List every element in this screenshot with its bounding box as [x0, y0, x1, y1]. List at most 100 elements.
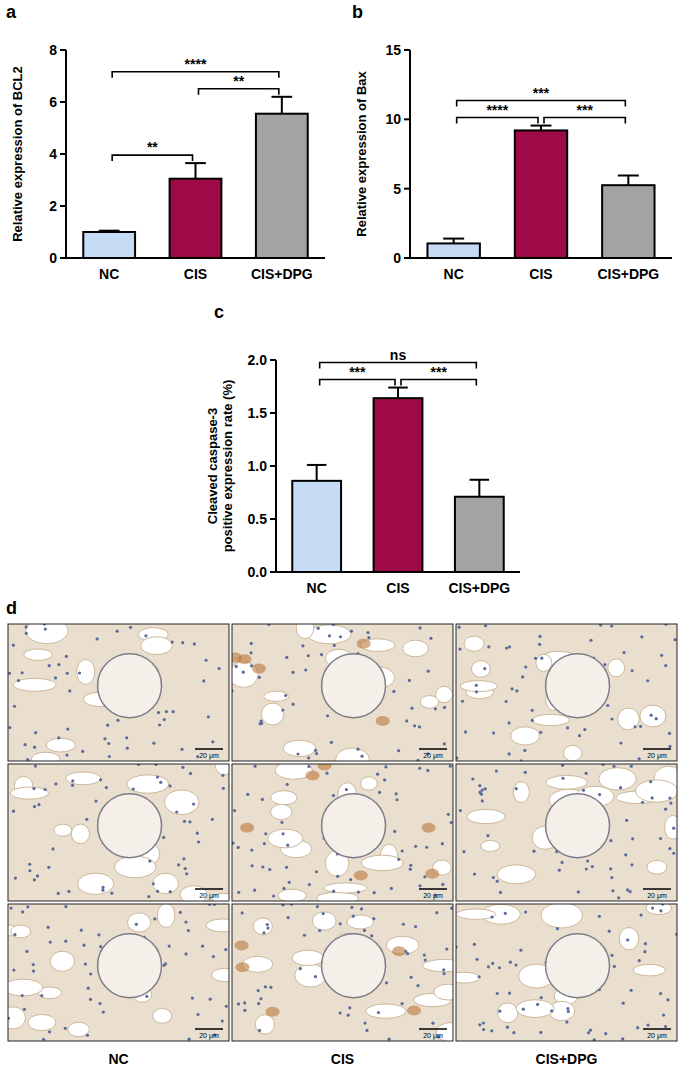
micrograph: 20 μm — [1, 903, 238, 1041]
scale-bar — [195, 1028, 223, 1030]
x-tick-label: CIS+DPG — [251, 266, 313, 282]
column-label: CIS+DPG — [536, 1051, 598, 1067]
bar — [292, 481, 341, 572]
error-bar — [470, 480, 490, 497]
panel-letter: a — [6, 2, 17, 22]
y-axis — [65, 50, 67, 259]
bar — [256, 114, 308, 258]
significance-label: ** — [233, 73, 244, 89]
bar — [455, 497, 504, 572]
y-tick-label: 10 — [385, 111, 401, 127]
bars — [292, 388, 503, 572]
significance-label: **** — [486, 102, 508, 118]
scale-bar-label: 20 μm — [423, 892, 443, 900]
significance-label: *** — [349, 364, 366, 380]
y-axis-title: Relative expression of Bax — [354, 71, 369, 237]
y-axis-title: Relative expression of BCL2 — [10, 66, 25, 242]
x-axis — [65, 257, 325, 259]
x-tick-label: NC — [444, 266, 464, 282]
scale-bar-label: 20 μm — [647, 1032, 667, 1040]
significance-label: *** — [576, 102, 593, 118]
micrograph: 20 μm — [455, 623, 677, 763]
significance-bracket: *** — [457, 85, 626, 107]
y-tick-label: 6 — [49, 94, 57, 110]
scale-bar — [419, 1028, 447, 1030]
significance-label: *** — [430, 364, 447, 380]
bar-panel: a 0 2 4 6 8 Relative expression of BCL2 NC CIS CI… — [6, 2, 325, 282]
significance-bracket: ** — [199, 73, 279, 95]
significance-bracket: ns — [320, 347, 477, 369]
significance-bracket: *** — [401, 364, 476, 386]
y-tick-label: 5 — [393, 181, 401, 197]
significance-bracket: **** — [457, 102, 538, 124]
scale-bar-label: 20 μm — [647, 752, 667, 760]
bar — [427, 243, 479, 258]
y-tick-label: 15 — [385, 42, 401, 58]
significance-label: **** — [185, 56, 207, 72]
bar — [374, 398, 423, 572]
scale-bar — [643, 748, 671, 750]
scale-bar-label: 20 μm — [423, 1032, 443, 1040]
bars — [427, 126, 654, 258]
y-tick-label: 1.0 — [248, 458, 268, 474]
y-axis-title: Cleaved caspase-3 — [205, 408, 220, 524]
error-bar — [99, 231, 120, 232]
error-bar — [388, 388, 408, 399]
scale-bar-label: 20 μm — [423, 752, 443, 760]
scale-bar — [195, 888, 223, 890]
y-tick-label: 2 — [49, 198, 57, 214]
scale-bar — [419, 748, 447, 750]
micrograph: 20 μm — [228, 617, 453, 771]
significance-bracket: *** — [320, 364, 395, 386]
scale-bar — [643, 1028, 671, 1030]
micrograph: 20 μm — [8, 618, 229, 766]
significance-label: ** — [147, 139, 158, 155]
micrograph: 20 μm — [447, 901, 678, 1041]
x-axis — [275, 571, 520, 573]
micrograph: 20 μm — [232, 903, 466, 1042]
micrograph: 20 μm — [456, 763, 683, 901]
y-tick-label: 0.5 — [248, 511, 268, 527]
panel-letter: d — [6, 598, 17, 618]
x-tick-label: NC — [307, 580, 327, 596]
x-tick-label: CIS+DPG — [597, 266, 659, 282]
error-bar — [443, 239, 464, 244]
error-bar — [271, 97, 292, 114]
panel-letter: b — [352, 2, 363, 22]
bar-panel: c0.00.51.01.52.0Cleaved caspase-3positiv… — [205, 302, 520, 596]
scale-bar — [195, 748, 223, 750]
x-tick-label: CIS — [184, 266, 207, 282]
y-axis — [275, 360, 277, 573]
bars — [83, 97, 307, 258]
bar — [602, 185, 654, 258]
bar-panel: b051015Relative expression of BaxNCCISCI… — [352, 2, 672, 282]
significance-label: ns — [390, 347, 407, 363]
y-tick-label: 4 — [49, 146, 57, 162]
bar — [515, 130, 567, 258]
micrograph: 20 μm — [232, 761, 453, 905]
y-axis — [409, 50, 411, 259]
bar — [170, 179, 222, 258]
panel-letter: c — [214, 302, 224, 322]
significance-bracket: **** — [112, 56, 279, 78]
x-tick-label: CIS — [386, 580, 409, 596]
error-bar — [307, 465, 327, 481]
column-label: NC — [108, 1051, 128, 1067]
y-tick-label: 8 — [49, 42, 57, 58]
scale-bar-label: 20 μm — [199, 752, 219, 760]
scale-bar-label: 20 μm — [199, 1032, 219, 1040]
significance-bracket: ** — [112, 139, 192, 161]
y-tick-label: 0.0 — [248, 564, 268, 580]
y-tick-label: 0 — [49, 250, 57, 266]
y-tick-label: 1.5 — [248, 405, 268, 421]
x-tick-label: CIS+DPG — [448, 580, 510, 596]
error-bar — [185, 163, 206, 179]
figure: a 0 2 4 6 8 Relative expression of BCL2 NC CIS CI… — [0, 0, 685, 1081]
significance-label: *** — [533, 85, 550, 101]
scale-bar — [419, 888, 447, 890]
bar — [83, 232, 135, 258]
y-axis-title: positive expression rate (%) — [220, 380, 235, 553]
y-tick-label: 0 — [393, 250, 401, 266]
x-tick-label: NC — [99, 266, 119, 282]
error-bar — [618, 175, 639, 185]
